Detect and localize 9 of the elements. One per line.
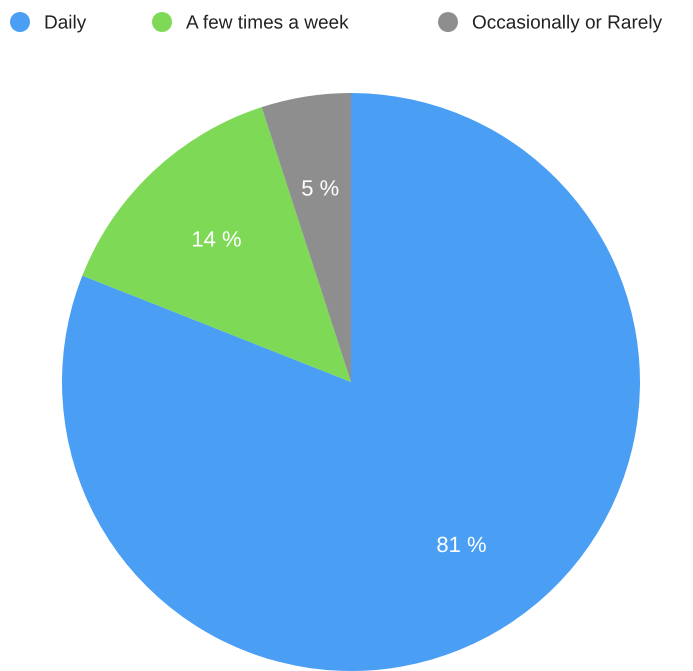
legend-label: Occasionally or Rarely bbox=[472, 12, 663, 34]
data-label: 5 % bbox=[301, 176, 340, 201]
data-label: 14 % bbox=[191, 226, 242, 252]
pie-slice bbox=[82, 107, 351, 382]
data-label: 81 % bbox=[436, 532, 487, 558]
legend-label: A few times a week bbox=[186, 12, 350, 34]
legend-label: Daily bbox=[44, 12, 87, 34]
pie-slice bbox=[62, 93, 640, 671]
pie-slice bbox=[262, 93, 351, 382]
